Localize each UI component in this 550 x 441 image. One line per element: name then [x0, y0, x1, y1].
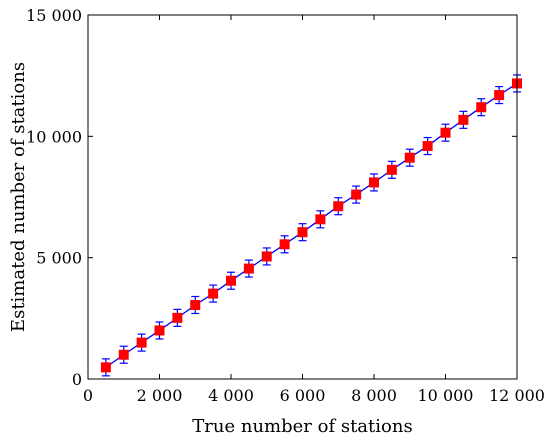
y-tick-label: 10 000 [26, 127, 82, 146]
y-tick-label: 15 000 [26, 6, 82, 25]
data-point [118, 349, 129, 360]
data-point [494, 90, 505, 101]
data-point [422, 141, 433, 152]
data-point [208, 288, 219, 299]
data-point [476, 102, 487, 113]
ticks-layer: 0 2 000 4 000 6 000 8 000 10 000 12 000 0 5 000 1… [26, 6, 545, 405]
y-axis-label: Estimated number of stations [8, 62, 29, 332]
x-tick-label: 2 000 [137, 386, 183, 405]
data-point [279, 239, 290, 250]
x-tick-label: 4 000 [208, 386, 254, 405]
data-point [458, 114, 469, 125]
x-tick-label: 8 000 [351, 386, 397, 405]
data-point [154, 325, 165, 336]
x-tick-label: 6 000 [280, 386, 326, 405]
data-point [386, 164, 397, 175]
data-point [261, 251, 272, 262]
data-point [226, 275, 236, 286]
x-axis-label: True number of stations [192, 416, 412, 437]
plot-layer [100, 74, 522, 377]
x-tick-label: 0 [83, 386, 93, 405]
data-point [333, 201, 344, 212]
series-line [105, 82, 518, 368]
data-point [404, 152, 415, 163]
data-point [315, 214, 326, 225]
data-point [243, 263, 254, 274]
x-tick-label: 12 000 [489, 386, 545, 405]
data-point [440, 127, 451, 138]
plot-frame [87, 14, 518, 380]
y-tick-label: 5 000 [36, 249, 82, 268]
data-point [369, 177, 379, 188]
y-tick-label: 0 [72, 370, 82, 389]
data-point [172, 312, 183, 323]
data-point [190, 299, 201, 310]
x-tick-label: 10 000 [418, 386, 474, 405]
data-point [297, 227, 308, 238]
data-point [136, 337, 147, 348]
data-point [351, 189, 362, 200]
data-point [100, 362, 111, 373]
